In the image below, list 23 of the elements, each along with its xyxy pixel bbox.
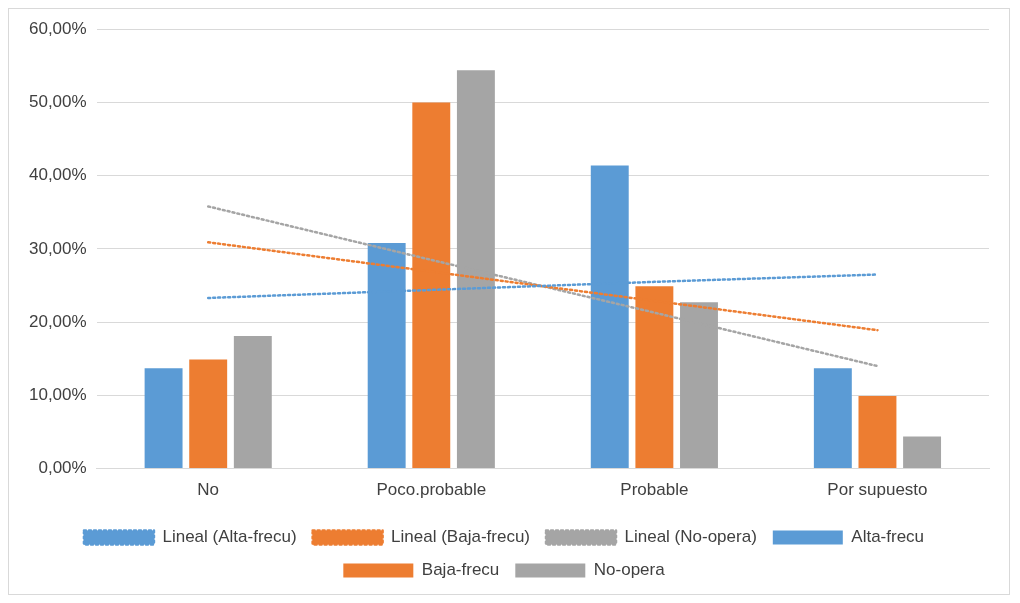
y-tick-label: 30,00% (28, 238, 87, 258)
bar (813, 368, 852, 469)
y-tick-label: 60,00% (28, 18, 87, 38)
legend-label: Lineal (No-opera) (624, 527, 757, 547)
y-tick-label: 20,00% (28, 311, 87, 331)
bar (189, 359, 228, 469)
y-tick-label: 40,00% (28, 165, 87, 185)
x-tick-label: Probable (620, 480, 689, 500)
bar (858, 396, 897, 469)
bar (144, 368, 183, 469)
legend-label: Baja-frecu (421, 560, 500, 580)
y-tick-label: 10,00% (28, 385, 87, 405)
y-tick-label: 0,00% (38, 458, 87, 478)
x-tick-label: Poco.probable (376, 480, 487, 500)
legend-label: No-opera (593, 560, 666, 580)
y-tick-label: 50,00% (28, 92, 87, 112)
x-tick-label: No (197, 480, 220, 500)
legend-label: Lineal (Baja-frecu) (391, 527, 531, 547)
bar (903, 436, 942, 469)
bar (233, 336, 272, 469)
legend-label: Lineal (Alta-frecu) (162, 527, 297, 547)
x-tick-label: Por supuesto (827, 480, 928, 500)
legend-label: Alta-frecu (851, 527, 925, 547)
